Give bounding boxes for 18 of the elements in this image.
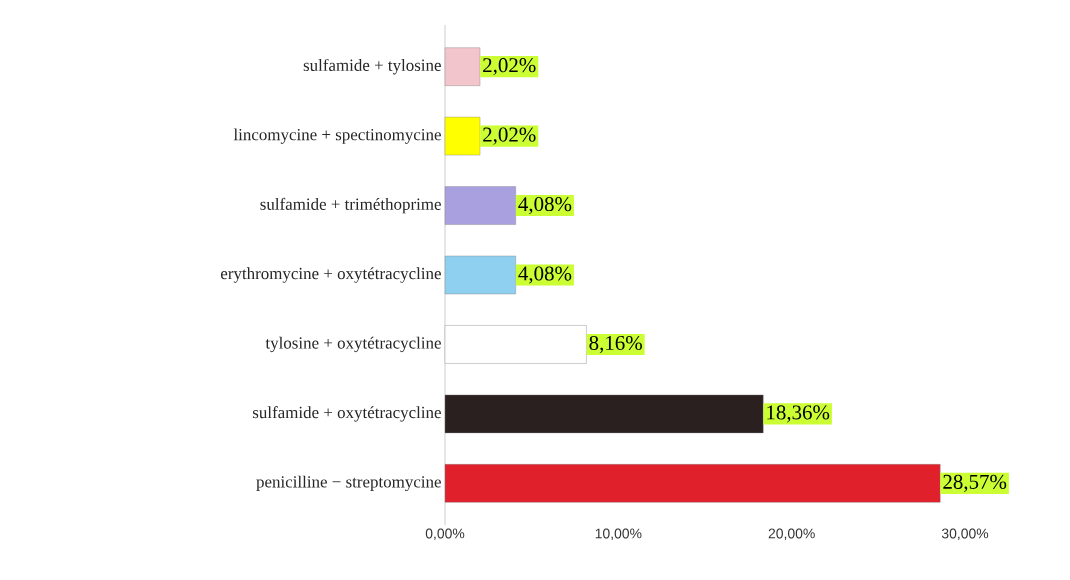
y-tick-label: sulfamide + oxytétracycline — [252, 406, 441, 422]
data-label: 4,08% — [518, 197, 572, 215]
y-tick-label: penicilline − streptomycine — [256, 475, 441, 492]
y-tick-label: lincomycine + spectinomycine — [233, 128, 441, 144]
data-label: 18,36% — [767, 405, 830, 423]
data-label: 2,02% — [483, 127, 536, 145]
x-tick-label: 0,00% — [425, 528, 465, 541]
x-tick-label: 30,00% — [941, 528, 989, 541]
x-tick-label: 10,00% — [595, 528, 642, 541]
data-label: 2,02% — [483, 58, 536, 76]
x-tick-label: 20,00% — [768, 528, 815, 541]
data-label: 28,57% — [943, 474, 1007, 492]
y-tick-label: sulfamide + tylosine — [303, 58, 441, 75]
data-label: 8,16% — [589, 335, 642, 354]
y-tick-label: erythromycine + oxytétracycline — [220, 267, 441, 283]
data-label: 4,08% — [518, 266, 572, 284]
y-tick-label: tylosine + oxytétracycline — [265, 336, 441, 353]
y-tick-label: sulfamide + triméthoprime — [260, 197, 441, 214]
